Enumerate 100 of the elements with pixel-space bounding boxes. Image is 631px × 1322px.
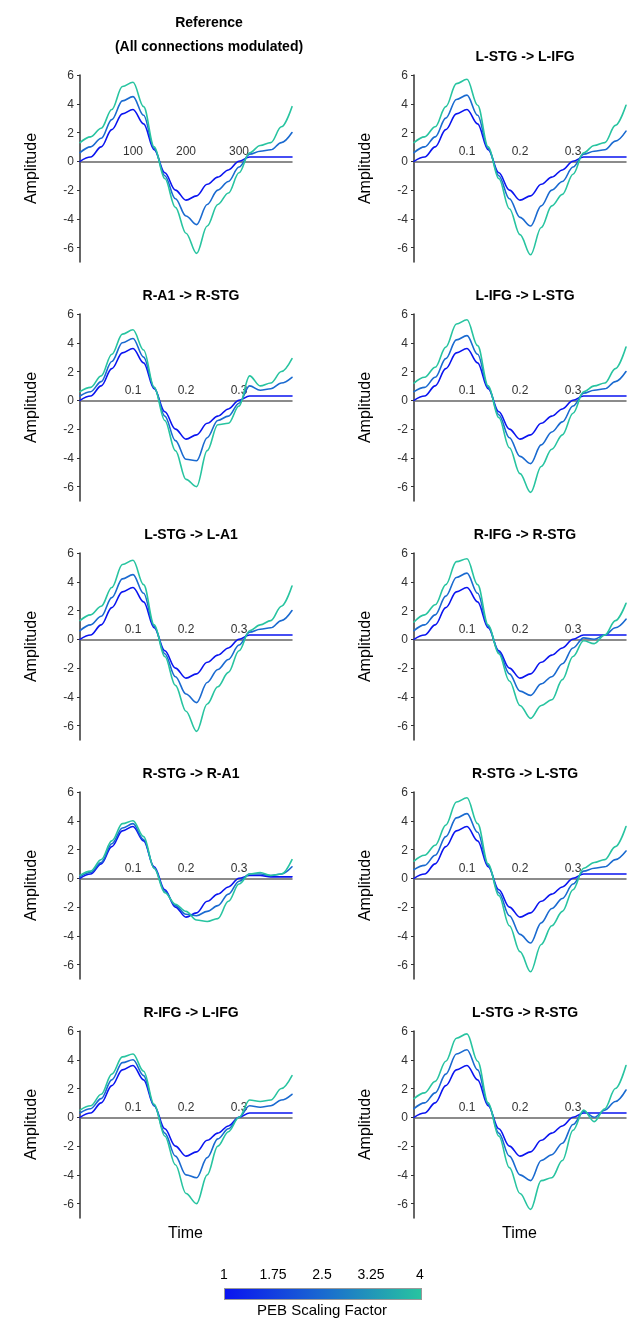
line-series <box>413 347 627 440</box>
y-tick-label: 2 <box>67 1081 75 1096</box>
line-series <box>413 1048 627 1182</box>
line-series <box>413 1064 627 1157</box>
line-series <box>79 347 293 440</box>
y-tick-label: -2 <box>397 422 409 437</box>
chart-title: R-A1 -> R-STG <box>142 287 240 303</box>
line-series <box>79 1064 293 1157</box>
y-tick-label: 2 <box>401 603 409 618</box>
line-series <box>413 812 627 944</box>
line-series <box>413 108 627 201</box>
y-axis-title: Amplitude <box>21 610 39 683</box>
x-tick-label: 0.1 <box>124 383 142 398</box>
chart-title: L-STG -> L-IFG <box>475 48 575 64</box>
x-tick-label: 0.3 <box>564 861 582 876</box>
y-axis-title: Amplitude <box>21 1088 39 1161</box>
y-tick-label: 2 <box>67 125 75 140</box>
y-tick-label: 6 <box>401 68 409 82</box>
line-series <box>413 334 627 465</box>
x-tick-label: 0.2 <box>511 144 529 159</box>
x-tick-label: 0.1 <box>458 144 476 159</box>
chart-subtitle: (All connections modulated) <box>114 38 304 54</box>
y-tick-label: 6 <box>67 307 75 321</box>
x-tick-label: 0.1 <box>458 622 476 637</box>
chart-title: R-STG -> R-A1 <box>142 765 240 781</box>
chart-title: R-IFG -> R-STG <box>473 526 577 542</box>
x-tick-label: 0.3 <box>230 861 248 876</box>
x-tick-label: 0.3 <box>230 622 248 637</box>
y-axis-title: Amplitude <box>355 371 373 444</box>
line-series <box>79 81 293 255</box>
line-series <box>79 573 293 704</box>
x-tick-label: 0.3 <box>564 383 582 398</box>
color-bar-label: 4 <box>416 1266 424 1282</box>
color-bar-label: 3.25 <box>357 1266 385 1282</box>
y-tick-label: -4 <box>397 211 409 226</box>
x-axis-title: Time <box>168 1223 204 1241</box>
y-tick-label: 0 <box>67 871 75 886</box>
y-tick-label: 6 <box>401 785 409 799</box>
y-tick-label: -6 <box>63 479 75 494</box>
chart-title: L-STG -> R-STG <box>471 1004 579 1020</box>
y-tick-label: -4 <box>397 450 409 465</box>
y-tick-label: -4 <box>397 689 409 704</box>
y-tick-label: -4 <box>63 689 75 704</box>
line-series <box>413 557 627 720</box>
x-tick-label: 300 <box>228 144 250 159</box>
y-axis-title: Amplitude <box>21 371 39 444</box>
y-tick-label: 0 <box>401 871 409 886</box>
line-series <box>413 318 627 494</box>
y-tick-label: -4 <box>63 211 75 226</box>
y-tick-label: 6 <box>67 785 75 799</box>
y-tick-label: 2 <box>67 364 75 379</box>
y-tick-label: 6 <box>401 307 409 321</box>
x-tick-label: 0.2 <box>511 622 529 637</box>
line-series <box>413 586 627 679</box>
y-tick-label: -4 <box>63 1167 75 1182</box>
x-tick-label: 0.1 <box>458 1100 476 1115</box>
y-tick-label: 6 <box>67 546 75 560</box>
y-tick-label: -6 <box>63 240 75 255</box>
x-axis-title: Time <box>502 1223 538 1241</box>
line-series <box>413 78 627 256</box>
line-series <box>79 1058 293 1179</box>
y-tick-label: 0 <box>401 393 409 408</box>
y-tick-label: -2 <box>397 661 409 676</box>
y-tick-label: -6 <box>397 240 409 255</box>
y-axis-title: Amplitude <box>21 849 39 922</box>
y-tick-label: -6 <box>397 718 409 733</box>
x-tick-label: 0.2 <box>177 622 195 637</box>
line-series <box>79 329 293 488</box>
x-tick-label: 0.2 <box>177 1100 195 1115</box>
x-tick-label: 0.2 <box>177 383 195 398</box>
line-series <box>413 572 627 697</box>
y-tick-label: -2 <box>397 1139 409 1154</box>
line-series <box>79 337 293 462</box>
y-tick-label: 4 <box>401 813 409 828</box>
y-axis-title: Amplitude <box>355 849 373 922</box>
x-tick-label: 100 <box>122 144 144 159</box>
y-axis-title: Amplitude <box>21 132 39 205</box>
line-series <box>79 1053 293 1205</box>
y-tick-label: 4 <box>67 1052 75 1067</box>
y-tick-label: -6 <box>63 718 75 733</box>
x-tick-label: 0.1 <box>458 861 476 876</box>
x-tick-label: 0.2 <box>511 861 529 876</box>
y-tick-label: -2 <box>63 900 75 915</box>
y-axis-title: Amplitude <box>355 1088 373 1161</box>
x-tick-label: 0.1 <box>124 1100 142 1115</box>
y-tick-label: 2 <box>67 842 75 857</box>
y-tick-label: -6 <box>63 1196 75 1211</box>
y-tick-label: 4 <box>67 813 75 828</box>
y-tick-label: 4 <box>67 96 75 111</box>
x-tick-label: 0.2 <box>511 1100 529 1115</box>
y-tick-label: 0 <box>401 1110 409 1125</box>
y-tick-label: 2 <box>401 1081 409 1096</box>
y-tick-label: -6 <box>397 1196 409 1211</box>
y-tick-label: 0 <box>401 632 409 647</box>
y-tick-label: 2 <box>401 364 409 379</box>
x-tick-label: 0.2 <box>177 861 195 876</box>
y-tick-label: -6 <box>397 479 409 494</box>
y-tick-label: -4 <box>397 928 409 943</box>
chart-title: R-IFG -> L-IFG <box>143 1004 239 1020</box>
x-tick-label: 0.3 <box>564 1100 582 1115</box>
